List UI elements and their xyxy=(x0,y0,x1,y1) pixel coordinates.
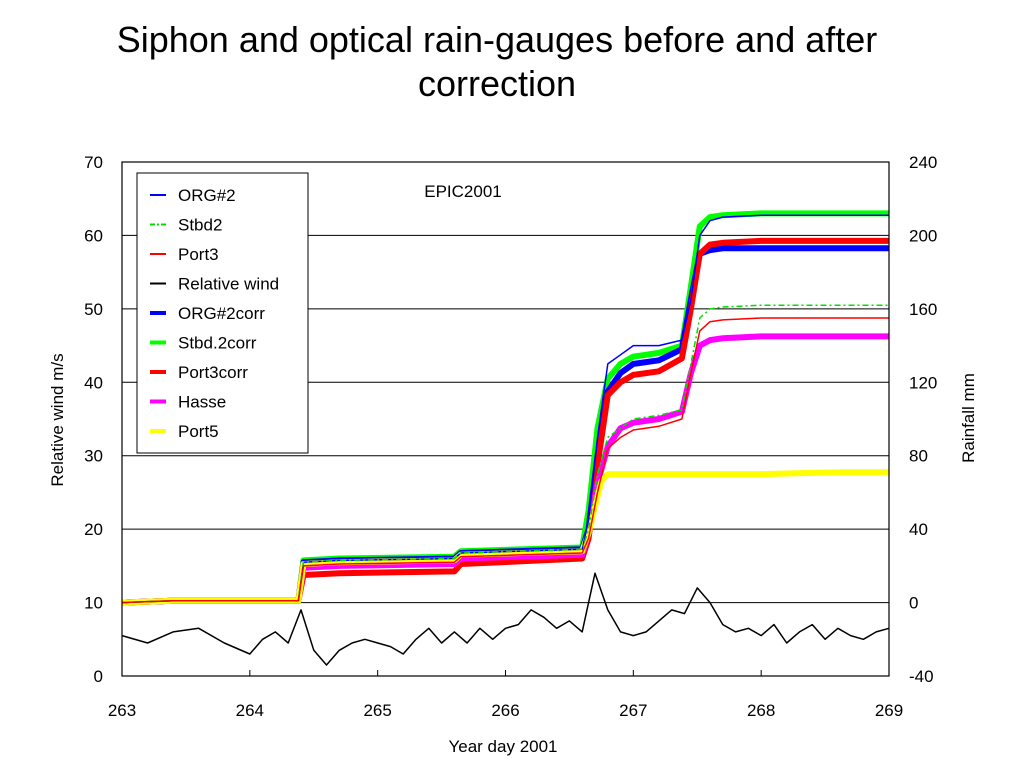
x-tick-label: 263 xyxy=(108,701,136,720)
y-left-tick-label: 30 xyxy=(84,447,103,466)
y-right-tick-label: 80 xyxy=(909,447,928,466)
y-left-tick-label: 60 xyxy=(84,226,103,245)
legend-label: Hasse xyxy=(178,393,226,412)
x-tick-label: 269 xyxy=(875,701,903,720)
axis-ticks: 263 264 265 266 267 268 269 0 10 20 30 40 50 60 70 -40 0… xyxy=(84,153,937,720)
left-axis-title: Relative wind m/s xyxy=(48,353,67,486)
y-right-tick-label: 120 xyxy=(909,373,937,392)
series-line-port3corr xyxy=(121,237,889,606)
y-left-tick-label: 0 xyxy=(94,667,103,686)
legend-label: Stbd2 xyxy=(178,216,222,235)
legend-label: Stbd.2corr xyxy=(178,334,257,353)
y-right-tick-label: 160 xyxy=(909,300,937,319)
y-left-tick-label: 70 xyxy=(84,153,103,172)
series-line-relative-wind xyxy=(121,572,890,666)
y-right-tick-label: 0 xyxy=(909,594,918,613)
series-line-stbd2 xyxy=(121,304,889,604)
x-axis-title: Year day 2001 xyxy=(448,737,557,756)
series-line-port3 xyxy=(121,317,889,604)
y-right-tick-label: 240 xyxy=(909,153,937,172)
slide-title: Siphon and optical rain-gauges before an… xyxy=(116,19,878,104)
legend-label: Relative wind xyxy=(178,275,279,294)
legend-label: ORG#2 xyxy=(178,186,236,205)
legend: ORG#2 Stbd2 Port3 Relative wind ORG#2corr Stb… xyxy=(136,172,309,454)
annotation-label: EPIC2001 xyxy=(424,182,502,201)
legend-label: ORG#2corr xyxy=(178,304,265,323)
x-tick-label: 264 xyxy=(236,701,264,720)
legend-label: Port5 xyxy=(178,422,219,441)
x-tick-label: 267 xyxy=(619,701,647,720)
y-left-tick-label: 40 xyxy=(84,373,103,392)
x-tick-label: 265 xyxy=(363,701,391,720)
x-tick-label: 266 xyxy=(491,701,519,720)
y-left-tick-label: 50 xyxy=(84,300,103,319)
series-lines xyxy=(121,210,890,666)
legend-label: Port3 xyxy=(178,245,219,264)
x-tick-label: 268 xyxy=(747,701,775,720)
y-left-tick-label: 10 xyxy=(84,594,103,613)
y-right-tick-label: -40 xyxy=(909,667,934,686)
y-left-tick-label: 20 xyxy=(84,520,103,539)
y-right-tick-label: 200 xyxy=(909,226,937,245)
legend-label: Port3corr xyxy=(178,363,248,382)
y-right-tick-label: 40 xyxy=(909,520,928,539)
series-line-port5 xyxy=(121,469,889,606)
right-axis-title: Rainfall mm xyxy=(959,373,978,463)
series-line-hasse xyxy=(121,333,889,606)
